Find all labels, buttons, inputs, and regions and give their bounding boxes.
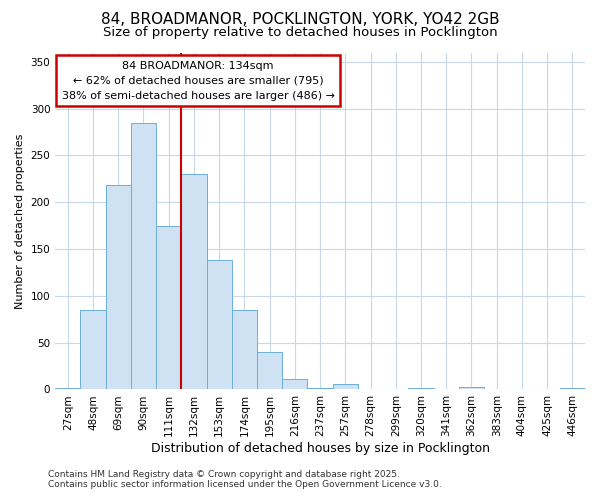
Text: Contains HM Land Registry data © Crown copyright and database right 2025.
Contai: Contains HM Land Registry data © Crown c… (48, 470, 442, 489)
Bar (560, 388, 585, 390)
Bar (156, 226, 181, 390)
Bar (409, 388, 434, 390)
Bar (80, 310, 106, 390)
Text: Size of property relative to detached houses in Pocklington: Size of property relative to detached ho… (103, 26, 497, 39)
Bar (131, 122, 156, 390)
Bar (181, 174, 206, 390)
Bar (257, 352, 282, 390)
Bar (459, 386, 484, 390)
Text: 84 BROADMANOR: 134sqm
← 62% of detached houses are smaller (795)
38% of semi-det: 84 BROADMANOR: 134sqm ← 62% of detached … (62, 61, 335, 100)
Bar (282, 379, 307, 390)
Y-axis label: Number of detached properties: Number of detached properties (15, 134, 25, 308)
X-axis label: Distribution of detached houses by size in Pocklington: Distribution of detached houses by size … (151, 442, 490, 455)
Bar (106, 186, 131, 390)
Bar (332, 384, 358, 390)
Text: 84, BROADMANOR, POCKLINGTON, YORK, YO42 2GB: 84, BROADMANOR, POCKLINGTON, YORK, YO42 … (101, 12, 499, 28)
Bar (55, 388, 80, 390)
Bar (232, 310, 257, 390)
Bar (358, 388, 383, 390)
Bar (206, 260, 232, 390)
Bar (484, 388, 509, 390)
Bar (307, 388, 332, 390)
